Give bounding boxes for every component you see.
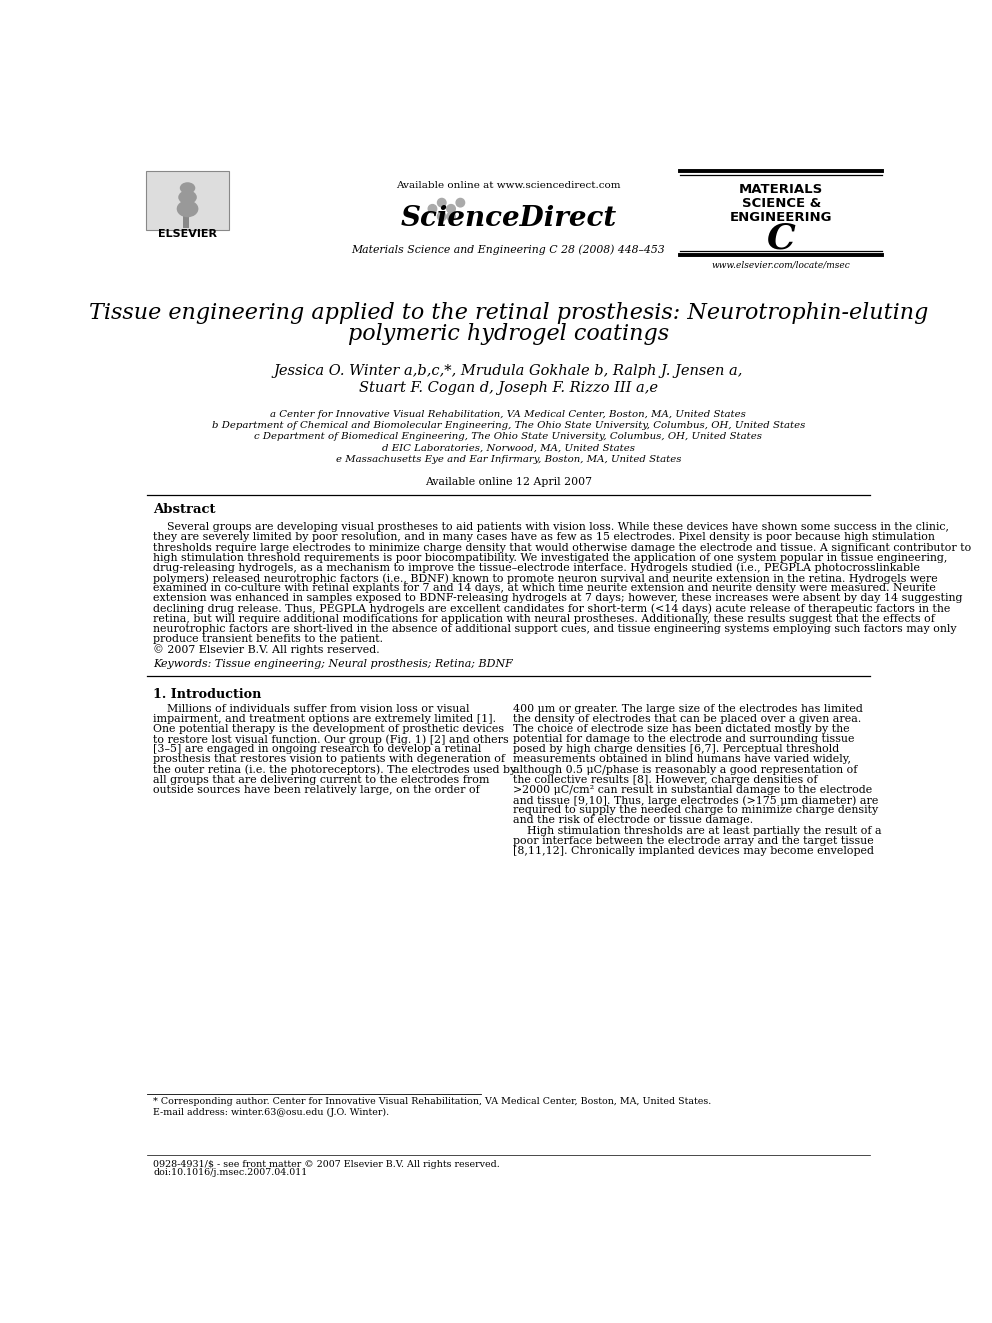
Text: neurotrophic factors are short-lived in the absence of additional support cues, : neurotrophic factors are short-lived in … xyxy=(154,624,957,634)
Text: poor interface between the electrode array and the target tissue: poor interface between the electrode arr… xyxy=(513,836,874,845)
Ellipse shape xyxy=(177,200,198,217)
Text: and tissue [9,10]. Thus, large electrodes (>175 μm diameter) are: and tissue [9,10]. Thus, large electrode… xyxy=(513,795,879,806)
Text: the density of electrodes that can be placed over a given area.: the density of electrodes that can be pl… xyxy=(513,714,861,724)
Text: ENGINEERING: ENGINEERING xyxy=(730,210,832,224)
Text: d EIC Laboratories, Norwood, MA, United States: d EIC Laboratories, Norwood, MA, United … xyxy=(382,443,635,452)
Text: to restore lost visual function. Our group (Fig. 1) [2] and others: to restore lost visual function. Our gro… xyxy=(154,734,509,745)
Text: [3–5] are engaged in ongoing research to develop a retinal: [3–5] are engaged in ongoing research to… xyxy=(154,745,482,754)
Text: High stimulation thresholds are at least partially the result of a: High stimulation thresholds are at least… xyxy=(513,826,882,836)
Text: Materials Science and Engineering C 28 (2008) 448–453: Materials Science and Engineering C 28 (… xyxy=(351,245,666,255)
Circle shape xyxy=(437,212,446,221)
Ellipse shape xyxy=(179,191,196,204)
Text: impairment, and treatment options are extremely limited [1].: impairment, and treatment options are ex… xyxy=(154,714,496,724)
Circle shape xyxy=(437,198,446,206)
Text: ELSEVIER: ELSEVIER xyxy=(158,229,217,239)
Text: produce transient benefits to the patient.: produce transient benefits to the patien… xyxy=(154,634,384,644)
Text: >2000 μC/cm² can result in substantial damage to the electrode: >2000 μC/cm² can result in substantial d… xyxy=(513,785,872,795)
Text: 0928-4931/$ - see front matter © 2007 Elsevier B.V. All rights reserved.: 0928-4931/$ - see front matter © 2007 El… xyxy=(154,1160,500,1170)
Text: C: C xyxy=(767,221,796,255)
Text: required to supply the needed charge to minimize charge density: required to supply the needed charge to … xyxy=(513,806,878,815)
Text: Stuart F. Cogan d, Joseph F. Rizzo III a,e: Stuart F. Cogan d, Joseph F. Rizzo III a… xyxy=(359,381,658,396)
Circle shape xyxy=(446,212,455,221)
Text: ScienceDirect: ScienceDirect xyxy=(401,205,616,232)
Text: c Department of Biomedical Engineering, The Ohio State University, Columbus, OH,: c Department of Biomedical Engineering, … xyxy=(254,433,763,442)
Text: prosthesis that restores vision to patients with degeneration of: prosthesis that restores vision to patie… xyxy=(154,754,506,765)
Text: potential for damage to the electrode and surrounding tissue: potential for damage to the electrode an… xyxy=(513,734,854,744)
Text: 400 μm or greater. The large size of the electrodes has limited: 400 μm or greater. The large size of the… xyxy=(513,704,863,713)
Text: retina, but will require additional modifications for application with neural pr: retina, but will require additional modi… xyxy=(154,614,935,623)
Text: examined in co-culture with retinal explants for 7 and 14 days, at which time ne: examined in co-culture with retinal expl… xyxy=(154,583,936,593)
Ellipse shape xyxy=(180,183,195,193)
Text: polymeric hydrogel coatings: polymeric hydrogel coatings xyxy=(348,323,669,345)
Text: [8,11,12]. Chronically implanted devices may become enveloped: [8,11,12]. Chronically implanted devices… xyxy=(513,845,874,856)
Text: doi:10.1016/j.msec.2007.04.011: doi:10.1016/j.msec.2007.04.011 xyxy=(154,1168,308,1177)
Text: Tissue engineering applied to the retinal prosthesis: Neurotrophin-eluting: Tissue engineering applied to the retina… xyxy=(88,302,929,324)
Text: posed by high charge densities [6,7]. Perceptual threshold: posed by high charge densities [6,7]. Pe… xyxy=(513,745,839,754)
Text: The choice of electrode size has been dictated mostly by the: The choice of electrode size has been di… xyxy=(513,724,850,734)
Text: © 2007 Elsevier B.V. All rights reserved.: © 2007 Elsevier B.V. All rights reserved… xyxy=(154,644,380,655)
Text: * Corresponding author. Center for Innovative Visual Rehabilitation, VA Medical : * Corresponding author. Center for Innov… xyxy=(154,1097,711,1106)
Text: although 0.5 μC/phase is reasonably a good representation of: although 0.5 μC/phase is reasonably a go… xyxy=(513,765,857,774)
Text: Several groups are developing visual prostheses to aid patients with vision loss: Several groups are developing visual pro… xyxy=(154,523,949,532)
Text: they are severely limited by poor resolution, and in many cases have as few as 1: they are severely limited by poor resolu… xyxy=(154,532,935,542)
Text: thresholds require large electrodes to minimize charge density that would otherw: thresholds require large electrodes to m… xyxy=(154,542,972,553)
Text: polymers) released neurotrophic factors (i.e., BDNF) known to promote neuron sur: polymers) released neurotrophic factors … xyxy=(154,573,938,583)
Text: Abstract: Abstract xyxy=(154,503,216,516)
Text: and the risk of electrode or tissue damage.: and the risk of electrode or tissue dama… xyxy=(513,815,753,826)
Text: Jessica O. Winter a,b,c,*, Mrudula Gokhale b, Ralph J. Jensen a,: Jessica O. Winter a,b,c,*, Mrudula Gokha… xyxy=(274,364,743,377)
Circle shape xyxy=(446,205,455,213)
Text: all groups that are delivering current to the electrodes from: all groups that are delivering current t… xyxy=(154,775,490,785)
Text: measurements obtained in blind humans have varied widely,: measurements obtained in blind humans ha… xyxy=(513,754,851,765)
Text: the outer retina (i.e. the photoreceptors). The electrodes used by: the outer retina (i.e. the photoreceptor… xyxy=(154,765,517,775)
Text: b Department of Chemical and Biomolecular Engineering, The Ohio State University: b Department of Chemical and Biomolecula… xyxy=(211,421,806,430)
Text: www.elsevier.com/locate/msec: www.elsevier.com/locate/msec xyxy=(712,261,850,270)
Circle shape xyxy=(429,205,436,213)
Text: Keywords: Tissue engineering; Neural prosthesis; Retina; BDNF: Keywords: Tissue engineering; Neural pro… xyxy=(154,659,513,669)
Circle shape xyxy=(456,198,464,206)
Text: SCIENCE &: SCIENCE & xyxy=(742,197,820,210)
Text: a Center for Innovative Visual Rehabilitation, VA Medical Center, Boston, MA, Un: a Center for Innovative Visual Rehabilit… xyxy=(271,410,746,419)
Text: 1. Introduction: 1. Introduction xyxy=(154,688,262,701)
Text: Available online at www.sciencedirect.com: Available online at www.sciencedirect.co… xyxy=(396,181,621,191)
Text: e Massachusetts Eye and Ear Infirmary, Boston, MA, United States: e Massachusetts Eye and Ear Infirmary, B… xyxy=(335,455,682,463)
Text: the collective results [8]. However, charge densities of: the collective results [8]. However, cha… xyxy=(513,775,817,785)
Bar xyxy=(183,214,189,228)
Text: Millions of individuals suffer from vision loss or visual: Millions of individuals suffer from visi… xyxy=(154,704,470,713)
Text: MATERIALS: MATERIALS xyxy=(739,183,823,196)
Text: outside sources have been relatively large, on the order of: outside sources have been relatively lar… xyxy=(154,785,480,795)
Text: extension was enhanced in samples exposed to BDNF-releasing hydrogels at 7 days;: extension was enhanced in samples expose… xyxy=(154,593,963,603)
Text: Available online 12 April 2007: Available online 12 April 2007 xyxy=(425,478,592,487)
Text: E-mail address: winter.63@osu.edu (J.O. Winter).: E-mail address: winter.63@osu.edu (J.O. … xyxy=(154,1109,390,1118)
Text: One potential therapy is the development of prosthetic devices: One potential therapy is the development… xyxy=(154,724,505,734)
Bar xyxy=(146,171,229,230)
Text: high stimulation threshold requirements is poor biocompatibility. We investigate: high stimulation threshold requirements … xyxy=(154,553,947,562)
Text: drug-releasing hydrogels, as a mechanism to improve the tissue–electrode interfa: drug-releasing hydrogels, as a mechanism… xyxy=(154,562,921,573)
Text: declining drug release. Thus, PEGPLA hydrogels are excellent candidates for shor: declining drug release. Thus, PEGPLA hyd… xyxy=(154,603,950,614)
